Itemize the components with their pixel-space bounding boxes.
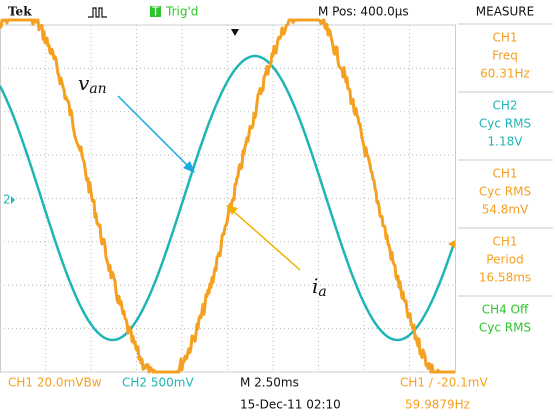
timebase: M 2.50ms — [240, 376, 299, 390]
ch2-scale: CH2 500mV — [122, 376, 194, 390]
measure-channel: CH1 — [492, 31, 517, 45]
measure-channel: CH1 — [492, 167, 517, 181]
ch1-scale: CH1 20.0mVBw — [8, 376, 102, 390]
acq-icon — [88, 8, 107, 17]
trig-icon-letter: T — [151, 5, 160, 19]
v-an-arrow — [118, 96, 190, 168]
trigger-level-marker — [448, 240, 455, 248]
trigger-position — [231, 29, 239, 36]
measure-value: 16.58ms — [479, 271, 531, 285]
i-a-arrow — [232, 210, 300, 270]
trigger-status: Trig'd — [165, 5, 198, 19]
measure-kind: Freq — [492, 49, 518, 63]
measure-kind: Cyc RMS — [479, 321, 531, 335]
graticule — [0, 25, 456, 372]
page: {"header": {"brand": "Tek", "trigger": "… — [0, 0, 555, 416]
measure-channel: CH2 — [492, 99, 517, 113]
position: M Pos: 400.0µs — [318, 5, 409, 19]
ch2-marker: 2 — [3, 193, 11, 207]
measure-channel: CH1 — [492, 235, 517, 249]
measure-kind: Cyc RMS — [479, 185, 531, 199]
ch2-marker-arrow — [11, 196, 15, 204]
date: 15-Dec-11 02:10 — [240, 398, 341, 412]
panel-title: MEASURE — [476, 5, 534, 19]
trigger-level: CH1 ∕ -20.1mV — [400, 376, 488, 390]
measure-channel: CH4 Off — [482, 303, 529, 317]
ch1-waveform — [0, 20, 455, 372]
v-an-label: van — [78, 71, 107, 98]
measure-panel: CH1 Freq 60.31Hz CH2 Cyc RMS 1.18V CH1 Cyc RMS 5… — [458, 24, 553, 335]
scope-screen: 2 Tek T Trig'd M Pos: 400.0µs MEASURE CH… — [0, 0, 555, 416]
measure-value: 1.18V — [488, 135, 524, 149]
measure-value: 60.31Hz — [480, 67, 530, 81]
measure-value: 54.8mV — [482, 203, 529, 217]
i-a-label: ia — [312, 274, 327, 301]
trigger-frequency: 59.9879Hz — [405, 398, 470, 412]
measure-kind: Cyc RMS — [479, 117, 531, 131]
brand: Tek — [8, 5, 32, 19]
measure-kind: Period — [486, 253, 523, 267]
